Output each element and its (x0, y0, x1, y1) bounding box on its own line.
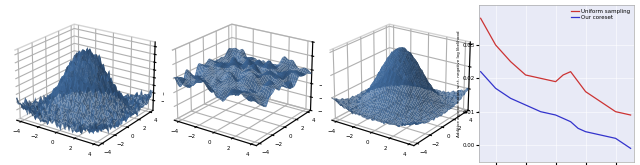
Legend: Uniform sampling, Our coreset: Uniform sampling, Our coreset (570, 8, 631, 21)
Our coreset (477, 71, 484, 73)
Our coreset (559, 117, 567, 119)
Our coreset (552, 114, 559, 116)
Our coreset (567, 121, 575, 123)
Our coreset (612, 137, 620, 139)
Our coreset (582, 131, 589, 133)
Uniform sampling (559, 74, 567, 76)
Uniform sampling (567, 71, 575, 73)
Our coreset (627, 147, 634, 149)
Uniform sampling (552, 81, 559, 83)
Uniform sampling (582, 91, 589, 93)
Uniform sampling (596, 101, 604, 103)
Our coreset (522, 104, 529, 106)
Y-axis label: Additive approximation w.r.t. negative log likelihood: Additive approximation w.r.t. negative l… (458, 30, 461, 137)
Uniform sampling (522, 74, 529, 76)
Uniform sampling (492, 44, 499, 46)
Uniform sampling (574, 81, 582, 83)
Our coreset (596, 134, 604, 136)
Our coreset (492, 87, 499, 89)
Line: Our coreset: Our coreset (481, 72, 630, 148)
Our coreset (574, 127, 582, 129)
Uniform sampling (507, 61, 515, 63)
Uniform sampling (627, 114, 634, 116)
Our coreset (537, 111, 545, 113)
Uniform sampling (477, 17, 484, 19)
Uniform sampling (537, 77, 545, 79)
Uniform sampling (612, 111, 620, 113)
Line: Uniform sampling: Uniform sampling (481, 18, 630, 115)
Our coreset (507, 97, 515, 99)
